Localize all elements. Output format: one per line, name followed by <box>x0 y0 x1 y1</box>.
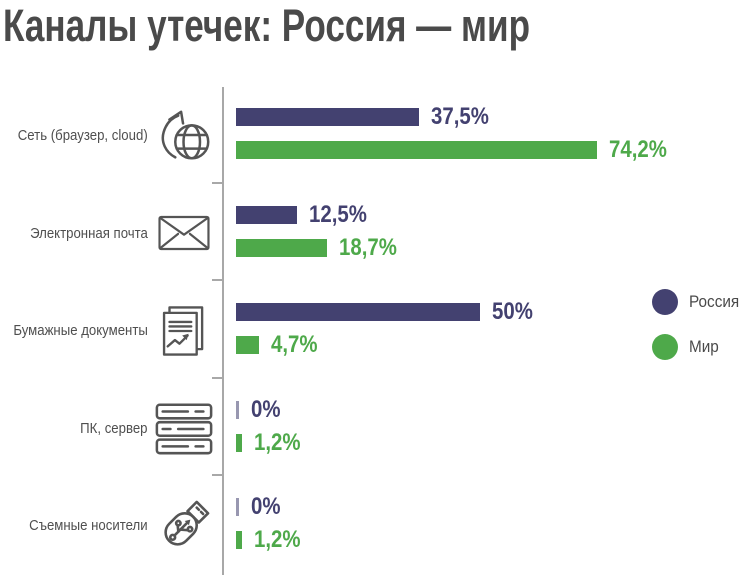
bar-russia <box>236 303 480 322</box>
axis-tick <box>212 182 222 184</box>
bar-world <box>236 336 259 355</box>
category-cell: Бумажные документы <box>0 282 148 379</box>
axis-line <box>222 87 224 575</box>
bar-row-world: 1,2% <box>236 429 309 456</box>
bar-value-world: 4,7% <box>271 331 318 359</box>
bar-row-russia: 50% <box>236 298 540 325</box>
category-icon-box <box>151 87 217 184</box>
bar-group: 37,5% 74,2% <box>236 87 746 184</box>
category-icon-box <box>151 185 217 282</box>
bar-value-world: 1,2% <box>254 428 301 456</box>
bar-russia <box>236 400 239 419</box>
bar-row-russia: 12,5% <box>236 201 377 228</box>
globe-arrow-icon <box>161 110 210 160</box>
documents-icon <box>162 305 204 356</box>
bar-row-world: 18,7% <box>236 234 407 261</box>
bar-value-russia: 37,5% <box>431 103 489 130</box>
bar-row-world: 74,2% <box>236 136 677 163</box>
legend-label-russia: Россия <box>689 292 740 311</box>
category-icon-box <box>151 282 217 379</box>
category-label: ПК, сервер <box>80 419 148 437</box>
chart-title: Каналы утечек: Россия — мир <box>3 0 531 51</box>
legend-item-russia: Россия <box>652 289 745 315</box>
category-icon-box <box>151 477 217 574</box>
bar-russia <box>236 498 239 517</box>
bar-value-world: 74,2% <box>609 136 667 163</box>
bar-value-russia: 0% <box>251 493 281 521</box>
category-icon-box <box>151 380 217 477</box>
chart-row: Сеть (браузер, cloud) 37,5% 74,2% <box>0 87 746 184</box>
legend-item-world: Мир <box>652 334 745 360</box>
axis-tick <box>212 377 222 379</box>
axis-tick <box>212 279 222 281</box>
axis-tick <box>212 474 222 476</box>
bar-row-russia: 0% <box>236 396 286 423</box>
server-icon <box>155 403 213 455</box>
bar-world <box>236 531 242 550</box>
legend-dot-world <box>652 334 678 360</box>
bar-group: 50% 4,7% <box>236 282 746 379</box>
bar-row-russia: 0% <box>236 493 286 520</box>
bar-row-world: 4,7% <box>236 331 326 358</box>
category-cell: ПК, сервер <box>0 380 148 477</box>
bar-russia <box>236 108 419 126</box>
category-label: Электронная почта <box>30 224 148 242</box>
chart-row: ПК, сервер 0% 1,2% <box>0 380 746 477</box>
chart-row: Съемные носители 0% 1,2% <box>0 477 746 574</box>
bar-group: 0% 1,2% <box>236 477 746 574</box>
bar-value-russia: 0% <box>251 395 281 423</box>
category-cell: Электронная почта <box>0 185 148 282</box>
envelope-icon <box>158 215 210 251</box>
bar-group: 12,5% 18,7% <box>236 185 746 282</box>
legend-label-world: Мир <box>689 337 719 356</box>
bar-row-world: 1,2% <box>236 526 309 553</box>
bar-russia <box>236 205 297 224</box>
bar-world <box>236 433 242 452</box>
chart-row: Бумажные документы 50% 4,7% <box>0 282 746 379</box>
legend-dot-russia <box>652 289 678 315</box>
bar-row-russia: 37,5% <box>236 103 499 130</box>
bar-value-world: 1,2% <box>254 526 301 554</box>
category-label: Съемные носители <box>29 517 148 535</box>
category-cell: Съемные носители <box>0 477 148 574</box>
category-label: Бумажные документы <box>13 322 148 340</box>
bar-world <box>236 141 597 159</box>
bar-value-russia: 50% <box>492 298 533 326</box>
chart-row: Электронная почта 12,5% 18,7% <box>0 185 746 282</box>
category-cell: Сеть (браузер, cloud) <box>0 87 148 184</box>
usb-drive-icon <box>164 500 210 546</box>
bar-world <box>236 238 327 257</box>
bar-value-world: 18,7% <box>339 233 397 261</box>
category-label: Сеть (браузер, cloud) <box>18 127 148 144</box>
bar-value-russia: 12,5% <box>309 200 367 228</box>
bar-group: 0% 1,2% <box>236 380 746 477</box>
legend: Россия Мир <box>652 289 745 360</box>
